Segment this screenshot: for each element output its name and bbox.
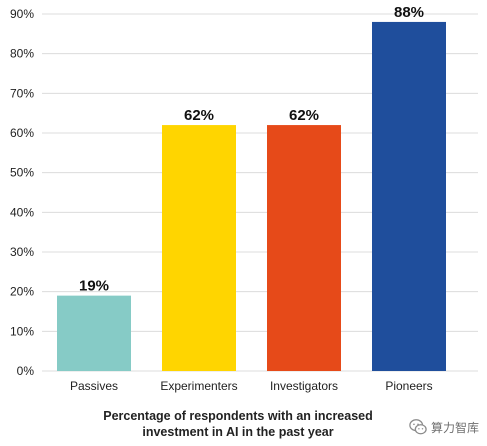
data-label: 88% [394, 4, 424, 21]
y-tick-label: 90% [10, 7, 34, 21]
data-labels: 19% 62% 62% 88% [79, 4, 424, 295]
y-tick-label: 0% [17, 364, 35, 378]
bar-pioneers [372, 21, 446, 372]
y-tick-label: 40% [10, 205, 34, 219]
watermark: 算力智库 [409, 418, 479, 436]
y-tick-label: 30% [10, 245, 34, 259]
x-axis-title-line-2: investment in AI in the past year [142, 425, 333, 439]
y-tick-label: 10% [10, 324, 34, 338]
wechat-icon [409, 419, 427, 435]
category-label: Passives [70, 379, 118, 393]
bar-investigators [267, 125, 341, 371]
data-label: 19% [79, 278, 109, 295]
y-tick-label: 20% [10, 285, 34, 299]
data-label: 62% [184, 107, 214, 124]
y-tick-label: 50% [10, 166, 34, 180]
data-label: 62% [289, 107, 319, 124]
y-tick-label: 80% [10, 47, 34, 61]
y-tick-label: 70% [10, 86, 34, 100]
y-axis-ticks: 0% 10% 20% 30% 40% 50% 60% 70% 80% 90% [10, 7, 34, 378]
category-label: Investigators [270, 379, 338, 393]
bar-experimenters [162, 125, 236, 371]
category-label: Pioneers [385, 379, 432, 393]
category-label: Experimenters [160, 379, 237, 393]
watermark-text: 算力智库 [430, 420, 479, 435]
bars [57, 21, 446, 372]
y-tick-label: 60% [10, 126, 34, 140]
x-axis-title-line-1: Percentage of respondents with an increa… [103, 409, 373, 423]
category-labels: Passives Experimenters Investigators Pionee… [70, 379, 433, 393]
bar-passives [57, 295, 131, 371]
